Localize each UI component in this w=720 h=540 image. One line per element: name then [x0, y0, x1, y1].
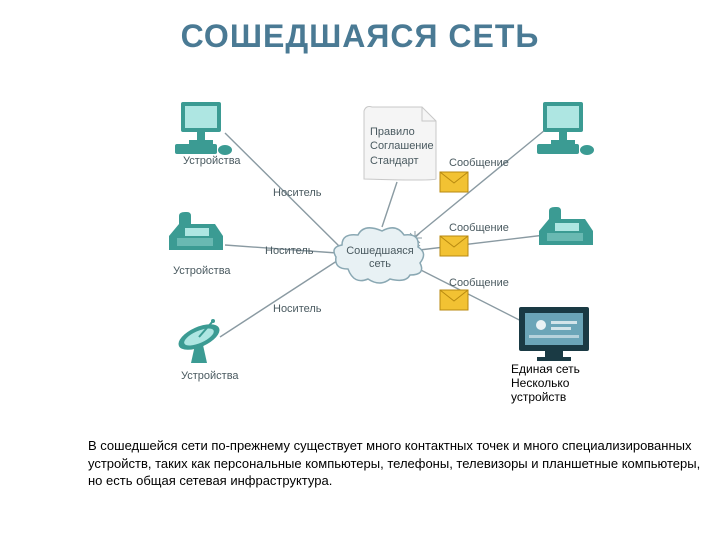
media-label: Носитель: [273, 303, 322, 315]
phone-icon: [165, 210, 227, 259]
envelope-icon: [439, 171, 469, 198]
media-label: Носитель: [265, 245, 314, 257]
message-label: Сообщение: [449, 157, 509, 169]
unified-label: Несколько: [511, 376, 569, 390]
pc-icon: [173, 100, 233, 161]
device-label: Устройства: [183, 155, 241, 167]
network-diagram: Сошедшаяся сеть Правило Соглашение Станд…: [95, 75, 635, 405]
page-title: СОШЕДШАЯСЯ СЕТЬ: [0, 18, 720, 55]
device-label: Устройства: [181, 370, 239, 382]
caption-text: В сошедшейся сети по-прежнему существует…: [88, 437, 708, 490]
monitor-icon: [515, 305, 593, 370]
unified-label: устройств: [511, 390, 566, 404]
device-label: Устройства: [173, 265, 231, 277]
cloud-center: Сошедшаяся сеть: [330, 225, 430, 295]
message-label: Сообщение: [449, 222, 509, 234]
cloud-label-1: Сошедшаяся: [346, 245, 414, 257]
message-label: Сообщение: [449, 277, 509, 289]
doc-line-2: Соглашение: [370, 140, 434, 152]
satellite-icon: [173, 315, 231, 372]
unified-label: Единая сеть: [511, 362, 580, 376]
doc-line-3: Стандарт: [370, 155, 419, 167]
envelope-icon: [439, 289, 469, 316]
cloud-label-2: сеть: [369, 258, 391, 270]
envelope-icon: [439, 235, 469, 262]
pc-icon: [535, 100, 595, 161]
doc-line-1: Правило: [370, 126, 415, 138]
document-node: Правило Соглашение Стандарт: [362, 103, 440, 188]
phone-icon: [535, 205, 597, 254]
media-label: Носитель: [273, 187, 322, 199]
